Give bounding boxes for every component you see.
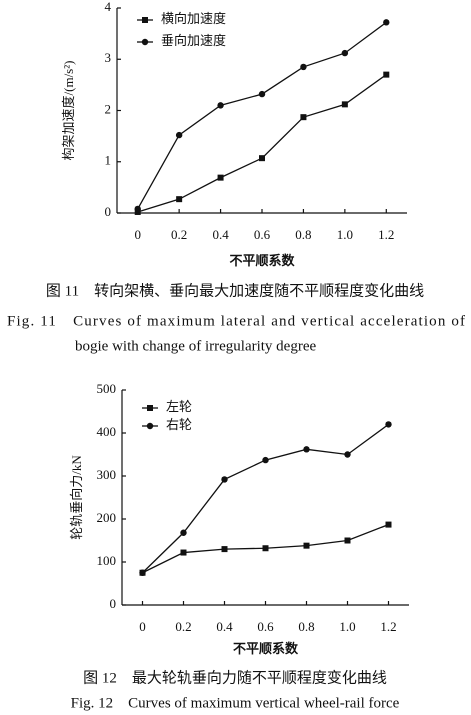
legend-marker (141, 38, 149, 46)
caption-zh: 图 11 转向架横、垂向最大加速度随不平顺程度变化曲线 (46, 282, 424, 299)
y-axis-label: 构架加速度/(m/s²) (61, 61, 76, 161)
x-axis-label: 不平顺系数 (233, 641, 299, 656)
legend-marker (147, 405, 153, 411)
data-point (180, 549, 187, 556)
x-tick-label: 0.4 (212, 227, 229, 242)
x-axis-label: 不平顺系数 (229, 253, 295, 268)
caption-en: Fig. 11 Curves of maximum lateral and ve… (7, 313, 465, 329)
y-axis-label: 轮轨垂向力/kN (69, 455, 84, 540)
data-point (300, 63, 307, 71)
data-point (303, 446, 310, 453)
x-tick-label: 1.2 (380, 619, 396, 634)
x-tick-label: 0.8 (298, 619, 314, 634)
data-point (385, 521, 392, 528)
y-tick-label: 2 (105, 101, 112, 116)
data-point (300, 114, 307, 121)
data-point (259, 155, 265, 162)
x-tick-label: 0.2 (175, 619, 191, 634)
data-point (217, 174, 224, 181)
y-tick-label: 100 (97, 553, 117, 568)
x-tick-label: 1.0 (339, 619, 355, 634)
legend-label: 横向加速度 (161, 11, 226, 26)
caption-en: bogie with change of irregularity degree (75, 338, 316, 354)
x-tick-label: 0.4 (216, 619, 233, 634)
data-point (175, 131, 183, 139)
legend-label: 垂向加速度 (161, 33, 226, 48)
data-point (383, 19, 390, 26)
y-tick-label: 1 (105, 153, 112, 168)
legend-label: 左轮 (166, 399, 192, 414)
data-point (176, 196, 183, 203)
data-point (383, 71, 390, 78)
legend-marker (146, 422, 154, 430)
data-point (134, 205, 141, 213)
x-tick-label: 1.0 (337, 227, 353, 242)
y-tick-label: 4 (105, 0, 112, 14)
legend-marker (142, 17, 148, 23)
data-point (344, 537, 351, 544)
data-point (341, 49, 349, 57)
data-point (217, 102, 224, 109)
x-tick-label: 0 (139, 619, 146, 634)
data-point (344, 451, 351, 458)
legend-label: 右轮 (166, 417, 192, 432)
x-tick-label: 1.2 (378, 227, 394, 242)
data-point (139, 569, 146, 576)
y-tick-label: 400 (97, 424, 117, 439)
data-point (303, 542, 310, 549)
y-tick-label: 200 (97, 510, 117, 525)
caption-en: Fig. 12 Curves of maximum vertical wheel… (71, 695, 400, 711)
data-point (262, 456, 269, 464)
x-tick-label: 0.8 (295, 227, 311, 242)
data-point (262, 545, 269, 552)
y-tick-label: 300 (97, 467, 117, 482)
y-tick-label: 0 (105, 204, 112, 219)
series-line (137, 21, 387, 210)
x-tick-label: 0.2 (171, 227, 187, 242)
data-point (341, 101, 348, 108)
data-point (221, 476, 228, 483)
y-tick-label: 500 (97, 381, 117, 396)
data-point (180, 529, 187, 536)
data-point (258, 90, 266, 98)
y-tick-label: 3 (105, 50, 112, 65)
data-point (385, 421, 392, 428)
x-tick-label: 0 (134, 227, 141, 242)
data-point (221, 546, 228, 553)
caption-zh: 图 12 最大轮轨垂向力随不平顺程度变化曲线 (83, 669, 387, 686)
x-tick-label: 0.6 (257, 619, 274, 634)
x-tick-label: 0.6 (254, 227, 271, 242)
y-tick-label: 0 (110, 596, 117, 611)
